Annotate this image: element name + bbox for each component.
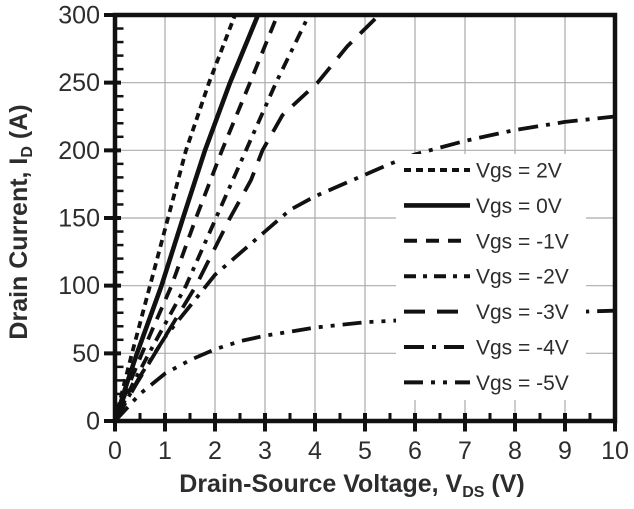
x-tick-label: 1 <box>158 437 172 465</box>
series-line-vgs-2v <box>115 15 237 421</box>
y-tick-label: 300 <box>58 2 100 30</box>
legend-label: Vgs = -5V <box>476 372 569 395</box>
legend-label: Vgs = 2V <box>476 160 562 183</box>
legend-label: Vgs = 0V <box>476 195 562 218</box>
y-tick-label: 150 <box>58 205 100 233</box>
legend-entry-vgs-2v: Vgs = 2V <box>404 160 562 183</box>
legend-background <box>396 154 586 400</box>
y-tick-label: 250 <box>58 69 100 97</box>
x-tick-label: 0 <box>108 437 122 465</box>
legend: Vgs = 2V Vgs = 0V Vgs = -1V Vgs = -2V Vgs = … <box>396 154 586 400</box>
legend-label: Vgs = -1V <box>476 230 569 253</box>
x-tick-label: 9 <box>558 437 572 465</box>
y-tick-label: 100 <box>58 272 100 300</box>
legend-entry-vgs-3v: Vgs = -3V <box>404 301 569 324</box>
x-axis-title: Drain-Source Voltage, VDS (V) <box>179 470 524 501</box>
series-line-vgs-3v <box>115 15 382 421</box>
series-line-vgs-4v <box>115 114 615 421</box>
x-tick-label: 4 <box>308 437 322 465</box>
legend-entry-vgs-4v: Vgs = -4V <box>404 337 569 360</box>
y-tick-label: 50 <box>72 340 100 368</box>
legend-entry-vgs-1v: Vgs = -1V <box>404 230 569 253</box>
legend-label: Vgs = -4V <box>476 337 569 360</box>
legend-label: Vgs = -2V <box>476 266 569 289</box>
legend-entry-vgs-5v: Vgs = -5V <box>404 372 569 395</box>
x-tick-label: 2 <box>208 437 222 465</box>
series-line-vgs-1v <box>115 15 280 421</box>
x-tick-label: 6 <box>408 437 422 465</box>
axis-ticks <box>104 13 617 432</box>
legend-entry-vgs-0v: Vgs = 0V <box>404 195 562 218</box>
y-tick-label: 200 <box>58 137 100 165</box>
x-tick-label: 8 <box>508 437 522 465</box>
x-tick-label: 5 <box>358 437 372 465</box>
x-tick-label: 10 <box>601 437 629 465</box>
series-line-vgs-2v <box>115 15 312 421</box>
legend-entry-vgs-2v: Vgs = -2V <box>404 266 569 289</box>
x-tick-label: 3 <box>258 437 272 465</box>
y-axis-title: Drain Current, ID (A) <box>5 104 36 339</box>
series-line-vgs-0v <box>115 15 261 421</box>
x-tick-label: 7 <box>458 437 472 465</box>
legend-label: Vgs = -3V <box>476 301 569 324</box>
y-tick-label: 0 <box>86 408 100 436</box>
